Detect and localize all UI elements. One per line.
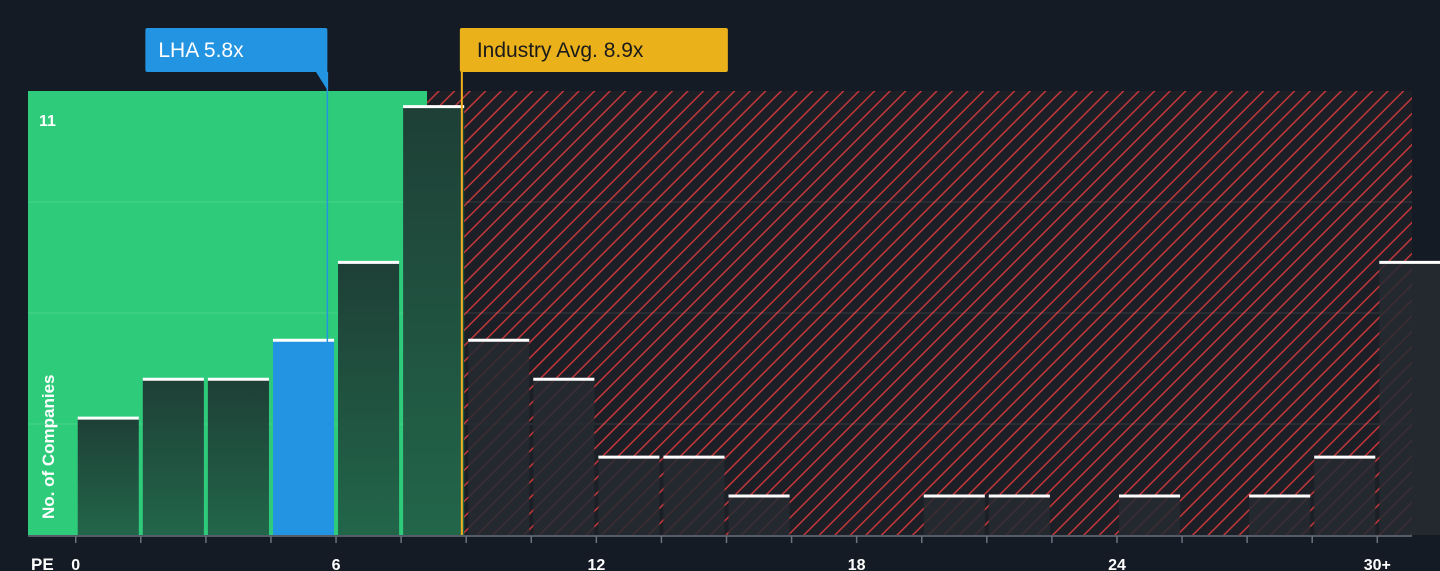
industry-callout-label: Industry Avg. 8.9x	[477, 39, 644, 62]
histogram-bars	[77, 105, 1440, 535]
histogram-bar	[663, 457, 725, 535]
company-callout-pointer	[315, 71, 328, 90]
industry-callout-box	[459, 28, 728, 72]
x-tick-label: 18	[848, 557, 866, 571]
histogram-bar	[468, 340, 530, 535]
x-tick-label: 24	[1108, 557, 1126, 571]
histogram-bar	[338, 262, 400, 535]
x-tick-label: 30+	[1364, 557, 1391, 571]
histogram-bar	[1379, 262, 1440, 535]
x-tick-label: 12	[587, 557, 605, 571]
histogram-bar	[728, 496, 790, 535]
company-callout-box	[145, 28, 328, 72]
x-tick-label: 6	[332, 557, 341, 571]
histogram-bar	[533, 379, 595, 535]
y-max-tick-label: 11	[39, 113, 56, 130]
company-callout: LHA 5.8x	[145, 28, 328, 90]
x-tick-label: 0	[71, 557, 80, 571]
histogram-bar	[988, 496, 1050, 535]
industry-callout: Industry Avg. 8.9x	[459, 28, 728, 72]
y-axis-title: No. of Companies	[39, 374, 58, 519]
histogram-bar	[1249, 496, 1311, 535]
x-axis-ticks: 0 6 12 18 24 30+	[71, 536, 1391, 571]
histogram-bar	[207, 379, 269, 535]
histogram-bar	[598, 457, 660, 535]
histogram-bar	[923, 496, 985, 535]
histogram-bar	[272, 340, 335, 535]
histogram-bar	[142, 379, 204, 535]
company-callout-label: LHA 5.8x	[158, 39, 244, 62]
histogram-bar	[403, 106, 465, 535]
histogram-bar	[1314, 457, 1376, 535]
histogram-bar	[77, 418, 139, 535]
histogram-bar	[1118, 496, 1181, 535]
x-axis-title: PE	[31, 555, 54, 571]
